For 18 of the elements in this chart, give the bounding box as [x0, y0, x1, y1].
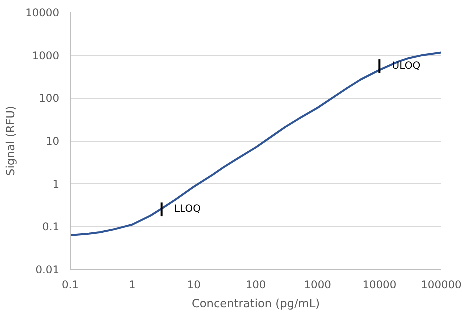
x-tick-label: 100000 — [421, 278, 462, 292]
y-tick-label: 10 — [46, 135, 60, 148]
x-tick-label: 10 — [187, 278, 202, 292]
x-tick-label: 10000 — [362, 278, 397, 292]
y-tick-label: 1000 — [32, 49, 60, 62]
y-tick-label: 10000 — [26, 6, 60, 20]
annotation: ULOQ — [392, 60, 421, 72]
y-tick-label: 0.1 — [42, 220, 60, 234]
y-axis-title: Signal (RFU) — [4, 106, 18, 176]
annotation: LLOQ — [174, 204, 202, 216]
x-tick-label: 0.1 — [62, 278, 79, 292]
x-axis-title: Concentration (pg/mL) — [192, 296, 320, 310]
x-tick-label: 1 — [128, 278, 136, 292]
y-tick-label: 1 — [52, 178, 60, 191]
x-tick-label: 1000 — [304, 278, 332, 292]
x-tick-label: 100 — [246, 278, 266, 292]
y-tick-label: 0.01 — [36, 264, 60, 276]
y-tick-label: 100 — [39, 92, 60, 106]
